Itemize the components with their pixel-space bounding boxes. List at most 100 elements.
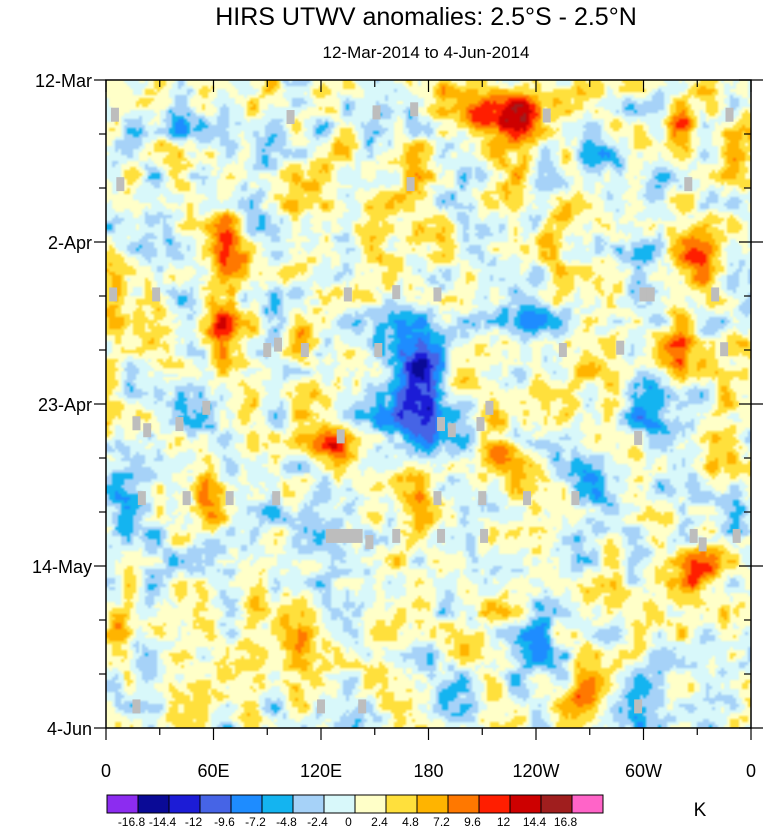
plot-area xyxy=(105,79,752,729)
missing-data-cell xyxy=(143,423,152,438)
y-tick-label: 14-May xyxy=(32,557,92,577)
missing-data-cell xyxy=(410,102,419,117)
missing-data-cell xyxy=(698,537,707,552)
missing-data-cell xyxy=(720,342,729,357)
missing-data-cell xyxy=(347,528,356,543)
colorbar-label: 14.4 xyxy=(523,815,547,829)
missing-data-cell xyxy=(392,528,401,543)
missing-data-cell xyxy=(634,699,643,714)
y-tick-label: 23-Apr xyxy=(38,395,92,415)
missing-data-cell xyxy=(263,343,272,357)
missing-data-cell xyxy=(433,287,442,302)
x-tick-label: 60W xyxy=(625,761,662,781)
colorbar-label: -14.4 xyxy=(149,815,177,829)
x-tick-label: 120E xyxy=(300,761,342,781)
colorbar-label: -16.8 xyxy=(118,815,146,829)
missing-data-cell xyxy=(116,177,125,192)
missing-data-cell xyxy=(639,287,648,302)
colorbar-swatch xyxy=(478,794,511,814)
missing-data-cell xyxy=(110,107,119,122)
colorbar-swatch xyxy=(416,794,449,814)
x-tick-label: 0 xyxy=(746,761,756,781)
colorbar-label: 4.8 xyxy=(402,815,419,829)
colorbar-swatch xyxy=(261,794,294,814)
x-tick-label: 120W xyxy=(512,761,559,781)
x-tick-label: 180 xyxy=(413,761,443,781)
colorbar-label: 2.4 xyxy=(371,815,388,829)
colorbar-swatch xyxy=(230,794,263,814)
colorbar-label: 0 xyxy=(345,815,352,829)
colorbar-label: 9.6 xyxy=(464,815,481,829)
missing-data-cell xyxy=(374,343,383,357)
y-tick-label: 2-Apr xyxy=(48,233,92,253)
colorbar-label: 16.8 xyxy=(554,815,578,829)
missing-data-cell xyxy=(152,287,161,302)
missing-data-cell xyxy=(542,108,551,123)
missing-data-cell xyxy=(317,699,325,714)
missing-data-cell xyxy=(286,110,295,125)
colorbar-swatch xyxy=(509,794,542,814)
colorbar-label: -4.8 xyxy=(276,815,297,829)
missing-data-cell xyxy=(132,416,141,431)
missing-data-cell xyxy=(182,491,191,506)
missing-data-cell xyxy=(523,491,532,506)
x-axis: 0 60E 120E 180 120W 60W 0 xyxy=(101,761,756,781)
missing-data-cell xyxy=(333,528,342,543)
missing-data-cell xyxy=(571,491,580,506)
missing-data-cell xyxy=(137,491,146,506)
colorbar-label: -9.6 xyxy=(214,815,235,829)
missing-data-cell xyxy=(476,417,485,432)
missing-data-cell xyxy=(689,528,698,543)
colorbar: -16.8 -14.4 -12 -9.6 -7.2 -4.8 -2.4 0 2.… xyxy=(106,794,707,829)
colorbar-swatch xyxy=(292,794,325,814)
missing-data-cell xyxy=(725,107,734,122)
colorbar-swatch xyxy=(447,794,480,814)
colorbar-swatch xyxy=(571,794,604,814)
y-axis: 12-Mar 2-Apr 23-Apr 14-May 4-Jun xyxy=(32,71,92,739)
missing-data-cell xyxy=(711,287,720,302)
missing-data-cell xyxy=(340,528,349,543)
missing-data-cell xyxy=(478,491,487,506)
missing-data-cell xyxy=(646,287,655,302)
missing-data-cell xyxy=(325,528,334,543)
y-tick-label: 12-Mar xyxy=(35,71,92,91)
missing-data-cell xyxy=(433,491,442,506)
missing-data-cell xyxy=(406,177,415,192)
x-tick-label: 60E xyxy=(197,761,229,781)
missing-data-layer xyxy=(109,102,741,714)
colorbar-swatch xyxy=(323,794,356,814)
colorbar-label: -12 xyxy=(185,815,203,829)
missing-data-cell xyxy=(365,535,374,550)
missing-data-cell xyxy=(437,528,446,543)
missing-data-cell xyxy=(274,337,282,352)
missing-data-cell xyxy=(175,417,184,432)
missing-data-cell xyxy=(225,491,234,506)
colorbar-swatch xyxy=(137,794,170,814)
missing-data-cell xyxy=(392,285,401,300)
colorbar-swatches xyxy=(106,794,604,814)
missing-data-cell xyxy=(358,699,367,714)
missing-data-cell xyxy=(336,429,345,444)
missing-data-cell xyxy=(132,699,141,714)
x-tick-label: 0 xyxy=(101,761,111,781)
chart-title: HIRS UTWV anomalies: 2.5°S - 2.5°N xyxy=(215,3,637,31)
colorbar-swatch xyxy=(540,794,573,814)
missing-data-cell xyxy=(558,343,567,357)
colorbar-swatch xyxy=(106,794,139,814)
missing-data-cell xyxy=(272,491,281,506)
missing-data-cell xyxy=(732,528,741,543)
missing-data-cell xyxy=(480,528,489,543)
missing-data-cell xyxy=(300,343,309,357)
missing-data-cell xyxy=(447,423,456,438)
colorbar-unit: K xyxy=(694,800,707,821)
missing-data-cell xyxy=(372,105,381,120)
chart-subtitle: 12-Mar-2014 to 4-Jun-2014 xyxy=(323,43,530,62)
colorbar-swatch xyxy=(354,794,387,814)
colorbar-label: -2.4 xyxy=(307,815,328,829)
colorbar-swatch xyxy=(385,794,418,814)
colorbar-label: 12 xyxy=(497,815,511,829)
colorbar-swatch xyxy=(168,794,201,814)
missing-data-cell xyxy=(437,417,446,432)
y-tick-label: 4-Jun xyxy=(47,719,92,739)
